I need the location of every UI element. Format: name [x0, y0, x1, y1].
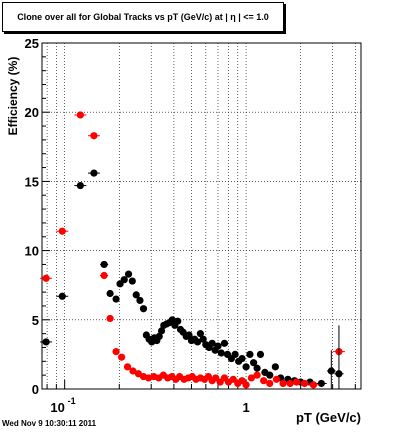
- plot-frame: [41, 42, 362, 390]
- y-tick-label: 5: [32, 313, 39, 328]
- data-point: [76, 111, 84, 119]
- data-point: [118, 353, 126, 361]
- data-point: [58, 292, 66, 300]
- data-point: [242, 381, 250, 389]
- y-tick-label: 10: [25, 244, 39, 259]
- data-point: [271, 363, 279, 371]
- data-point: [136, 296, 144, 305]
- data-point: [128, 277, 136, 285]
- x-tick-label-exponent: -1: [68, 396, 76, 406]
- y-tick-label: 25: [25, 36, 39, 51]
- data-point: [220, 339, 229, 347]
- data-point: [120, 276, 128, 284]
- data-point: [42, 274, 50, 282]
- data-point: [106, 289, 114, 298]
- data-points: [40, 111, 345, 389]
- data-point: [286, 379, 294, 388]
- y-tick-label: 0: [32, 382, 39, 397]
- data-point: [90, 169, 98, 177]
- data-point: [260, 377, 268, 385]
- data-point: [272, 375, 281, 383]
- data-point: [90, 132, 98, 140]
- data-point: [112, 348, 120, 356]
- data-point: [249, 359, 258, 367]
- data-point: [253, 371, 261, 379]
- data-point: [242, 363, 250, 371]
- timestamp-footer: Wed Nov 9 10:30:11 2011: [2, 419, 97, 428]
- data-point: [317, 379, 325, 388]
- data-point: [100, 260, 108, 269]
- data-point: [196, 330, 204, 338]
- data-point: [155, 332, 163, 341]
- data-point: [157, 327, 166, 335]
- data-point: [293, 378, 301, 386]
- axis-ticks: [42, 42, 356, 390]
- data-point: [231, 350, 239, 358]
- data-point: [100, 271, 108, 280]
- data-point: [238, 354, 246, 363]
- data-point: [129, 367, 137, 375]
- data-point: [253, 364, 261, 372]
- grid-lines: [42, 43, 361, 389]
- data-point: [76, 181, 84, 190]
- data-point: [193, 338, 202, 346]
- data-point: [246, 350, 254, 358]
- data-point: [214, 342, 222, 350]
- data-point: [132, 291, 140, 299]
- data-point: [199, 335, 207, 343]
- x-tick-label: 10: [50, 400, 64, 415]
- data-point: [139, 305, 148, 313]
- data-point: [217, 349, 225, 357]
- data-point: [247, 374, 256, 382]
- data-point: [279, 379, 287, 388]
- data-point: [300, 379, 309, 388]
- data-point: [112, 295, 120, 303]
- data-point: [266, 371, 274, 379]
- data-point: [185, 331, 193, 339]
- y-tick-label: 20: [25, 105, 39, 120]
- data-point: [256, 350, 265, 358]
- title-box: Clone over all for Global Tracks vs pT (…: [2, 2, 284, 32]
- y-tick-label: 15: [25, 174, 39, 189]
- data-point: [208, 339, 216, 347]
- data-point: [168, 316, 176, 324]
- data-point: [123, 363, 132, 371]
- data-point: [174, 317, 182, 325]
- x-tick-label: 1: [242, 400, 249, 415]
- data-point: [106, 314, 114, 323]
- data-point: [309, 381, 317, 389]
- axis-labels: Efficiency (%) pT (GeV/c) 0 5 10 15 20 25 10 -1…: [6, 36, 361, 425]
- data-point: [124, 270, 133, 278]
- x-axis-title: pT (GeV/c): [296, 410, 361, 425]
- plot-border: [41, 42, 362, 390]
- chart-title: Clone over all for Global Tracks vs pT (…: [17, 12, 269, 22]
- data-point: [266, 379, 274, 388]
- y-axis-title: Efficiency (%): [6, 57, 20, 136]
- data-point: [42, 338, 50, 346]
- data-point: [58, 227, 66, 235]
